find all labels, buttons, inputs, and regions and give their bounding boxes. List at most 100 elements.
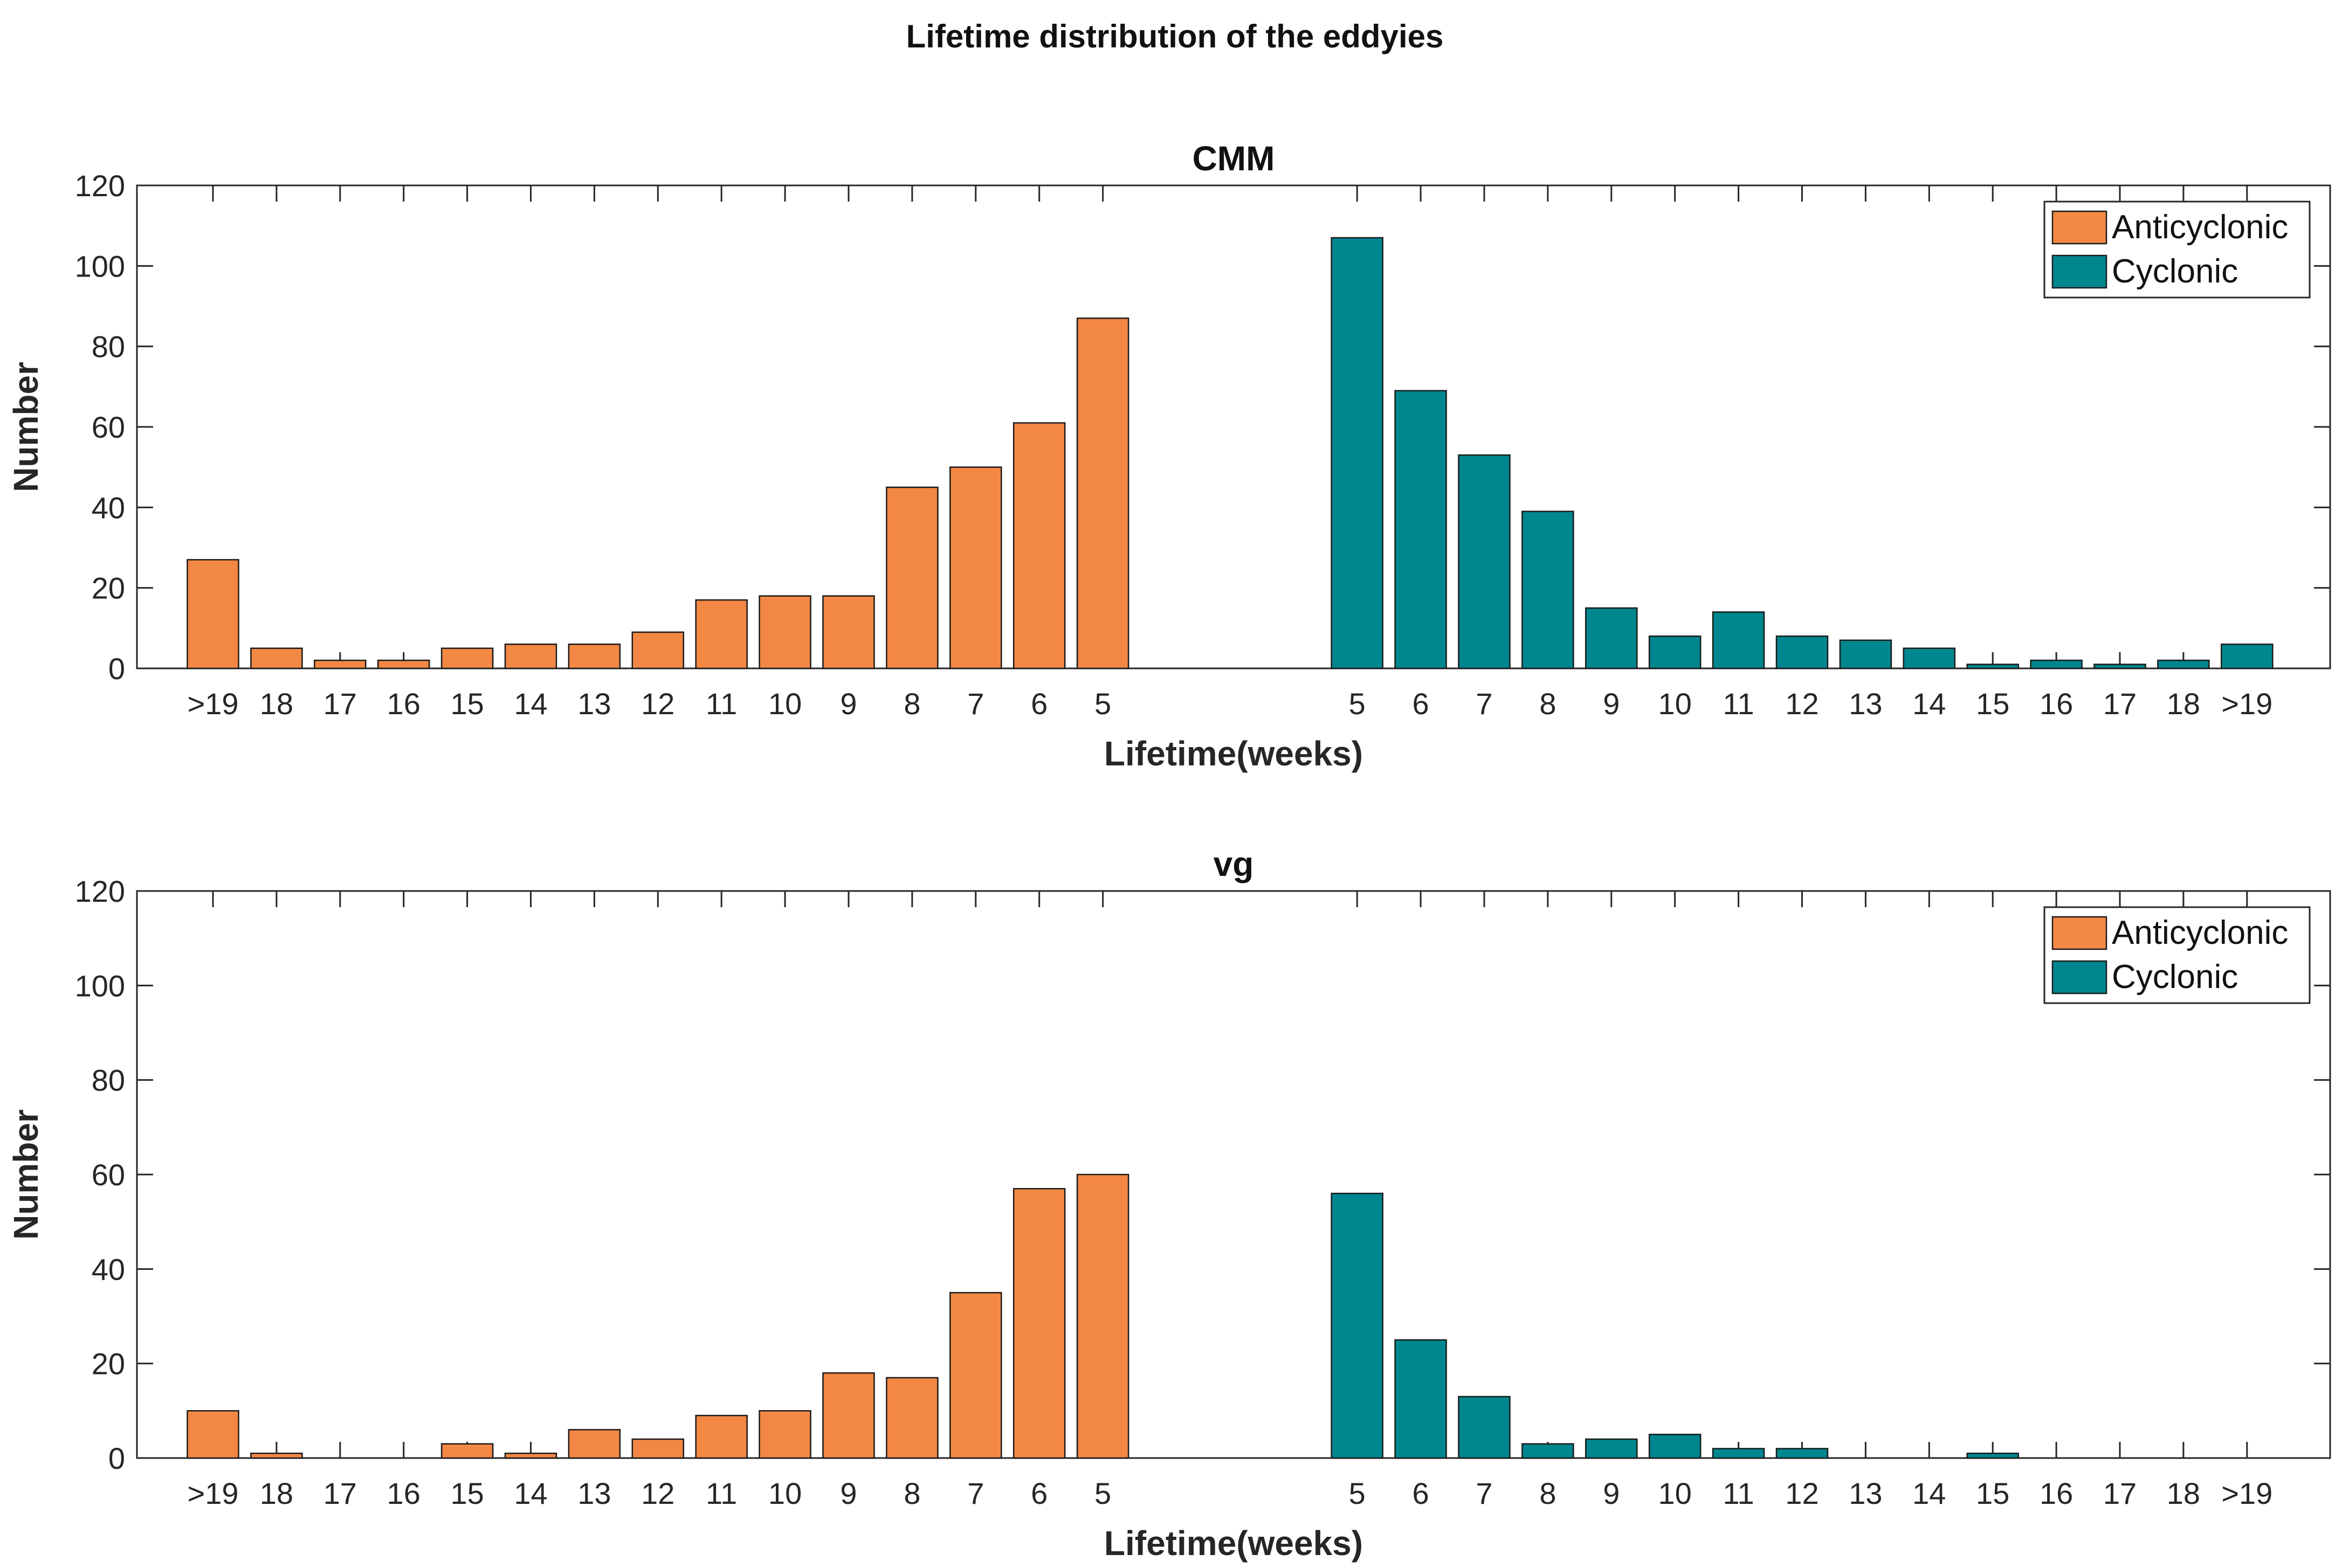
anticyclonic-bar	[822, 1372, 875, 1459]
x-tick-label: >19	[2221, 1476, 2272, 1510]
cyclonic-bar	[1585, 607, 1638, 669]
cyclonic-bar	[1966, 664, 2019, 669]
x-tick-label: >19	[188, 1476, 239, 1510]
legend-label-anticyclonic: Anticyclonic	[2112, 209, 2288, 246]
x-tick-label: 11	[1723, 687, 1754, 721]
x-tick-label: 6	[1413, 1476, 1429, 1510]
anticyclonic-bar	[631, 631, 685, 669]
x-axis-label: Lifetime(weeks)	[1104, 734, 1363, 773]
anticyclonic-bar	[504, 643, 557, 669]
x-tick-label: 18	[2167, 1476, 2200, 1510]
x-tick-label: 17	[323, 687, 357, 721]
cyclonic-bar	[1966, 1452, 2019, 1459]
figure-title: Lifetime distribution of the eddyies	[906, 18, 1444, 54]
x-tick-label: 16	[2040, 1476, 2073, 1510]
anticyclonic-bar	[759, 1410, 811, 1459]
y-tick-label: 100	[75, 249, 125, 283]
x-tick-label: 9	[840, 687, 857, 721]
cyclonic-bar	[1331, 1192, 1383, 1459]
legend-label-cyclonic: Cyclonic	[2112, 253, 2238, 290]
panel-title: CMM	[1193, 139, 1275, 178]
x-tick-label: 11	[1723, 1476, 1754, 1510]
cyclonic-bar	[1712, 1448, 1765, 1459]
anticyclonic-bar	[1012, 1188, 1066, 1459]
anticyclonic-bar	[187, 1410, 239, 1459]
y-tick-label: 40	[92, 491, 125, 524]
cyclonic-bar	[1903, 647, 1956, 669]
legend-label-cyclonic: Cyclonic	[2112, 958, 2238, 996]
x-tick-label: 14	[514, 1476, 547, 1510]
anticyclonic-bar	[568, 1429, 621, 1459]
panel-vg: 0 20 40 60 80 100 120 >19 18 17 16 15 14 13 12 11 10 9 8 7 6…	[6, 845, 2331, 1563]
x-tick-label: 5	[1349, 687, 1366, 721]
x-tick-label: 12	[641, 1476, 674, 1510]
y-tick-label: 120	[75, 169, 125, 203]
y-tick-label: 80	[92, 330, 125, 364]
x-tick-label: 14	[1912, 687, 1946, 721]
y-tick-label: 20	[92, 571, 125, 605]
cyclonic-bar	[1394, 1339, 1447, 1459]
cyclonic-bar	[1458, 454, 1511, 669]
anticyclonic-bar	[822, 595, 875, 669]
x-tick-label: 17	[2103, 1476, 2137, 1510]
cyclonic-bar	[1712, 611, 1765, 669]
x-tick-label: 13	[1849, 1476, 1882, 1510]
x-tick-label: 13	[577, 687, 611, 721]
x-tick-label: 16	[387, 687, 421, 721]
cyclonic-bar	[2221, 643, 2274, 669]
x-tick-label: 17	[323, 1476, 357, 1510]
cyclonic-bar	[2157, 659, 2210, 669]
anticyclonic-bar	[886, 486, 939, 669]
x-tick-label: 16	[387, 1476, 421, 1510]
x-tick-label: 8	[904, 687, 920, 721]
x-tick-label: 15	[450, 687, 484, 721]
y-tick-label: 80	[92, 1063, 125, 1097]
anticyclonic-bar	[504, 1452, 557, 1459]
x-tick-label: 18	[260, 1476, 293, 1510]
x-tick-label: 7	[967, 687, 984, 721]
cyclonic-bar	[1585, 1438, 1638, 1459]
anticyclonic-bar	[440, 647, 494, 669]
x-tick-label: 13	[1849, 687, 1882, 721]
anticyclonic-bar	[759, 595, 811, 669]
cyclonic-bar	[1331, 237, 1383, 669]
x-tick-label: 10	[1658, 1476, 1692, 1510]
x-tick-label: 17	[2103, 687, 2137, 721]
x-tick-label: 15	[1976, 687, 2009, 721]
x-tick-label: 7	[1476, 1476, 1492, 1510]
x-tick-label: 8	[904, 1476, 920, 1510]
x-tick-label: 13	[577, 1476, 611, 1510]
cyclonic-bar	[1648, 1433, 1702, 1459]
y-tick-label: 40	[92, 1252, 125, 1286]
cyclonic-bar	[1775, 636, 1829, 669]
x-tick-label: 9	[840, 1476, 857, 1510]
anticyclonic-bar	[440, 1443, 494, 1459]
y-tick-label: 120	[75, 874, 125, 908]
x-tick-label: 5	[1094, 1476, 1111, 1510]
cyclonic-bar	[1521, 1443, 1574, 1459]
panel-title: vg	[1214, 845, 1254, 883]
anticyclonic-bar	[250, 1452, 303, 1459]
x-tick-label: 15	[450, 1476, 484, 1510]
y-axis-label: Number	[6, 362, 45, 492]
x-tick-label: >19	[188, 687, 239, 721]
legend-label-anticyclonic: Anticyclonic	[2112, 914, 2288, 951]
legend-swatch-anticyclonic	[2051, 916, 2107, 950]
cyclonic-bar	[1839, 639, 1892, 669]
x-tick-label: 16	[2040, 687, 2073, 721]
cyclonic-bar	[1648, 636, 1702, 669]
x-axis-label: Lifetime(weeks)	[1104, 1524, 1363, 1563]
x-tick-label: 5	[1094, 687, 1111, 721]
anticyclonic-bar	[1076, 317, 1129, 669]
legend-swatch-cyclonic	[2051, 254, 2107, 289]
y-tick-label: 20	[92, 1347, 125, 1381]
y-axis-label: Number	[6, 1109, 45, 1240]
x-tick-label: 18	[260, 687, 293, 721]
y-tick-label: 0	[108, 652, 125, 686]
anticyclonic-bar	[949, 466, 1002, 669]
anticyclonic-bar	[695, 1414, 748, 1459]
x-tick-label: 7	[1476, 687, 1492, 721]
x-tick-label: 10	[1658, 687, 1692, 721]
